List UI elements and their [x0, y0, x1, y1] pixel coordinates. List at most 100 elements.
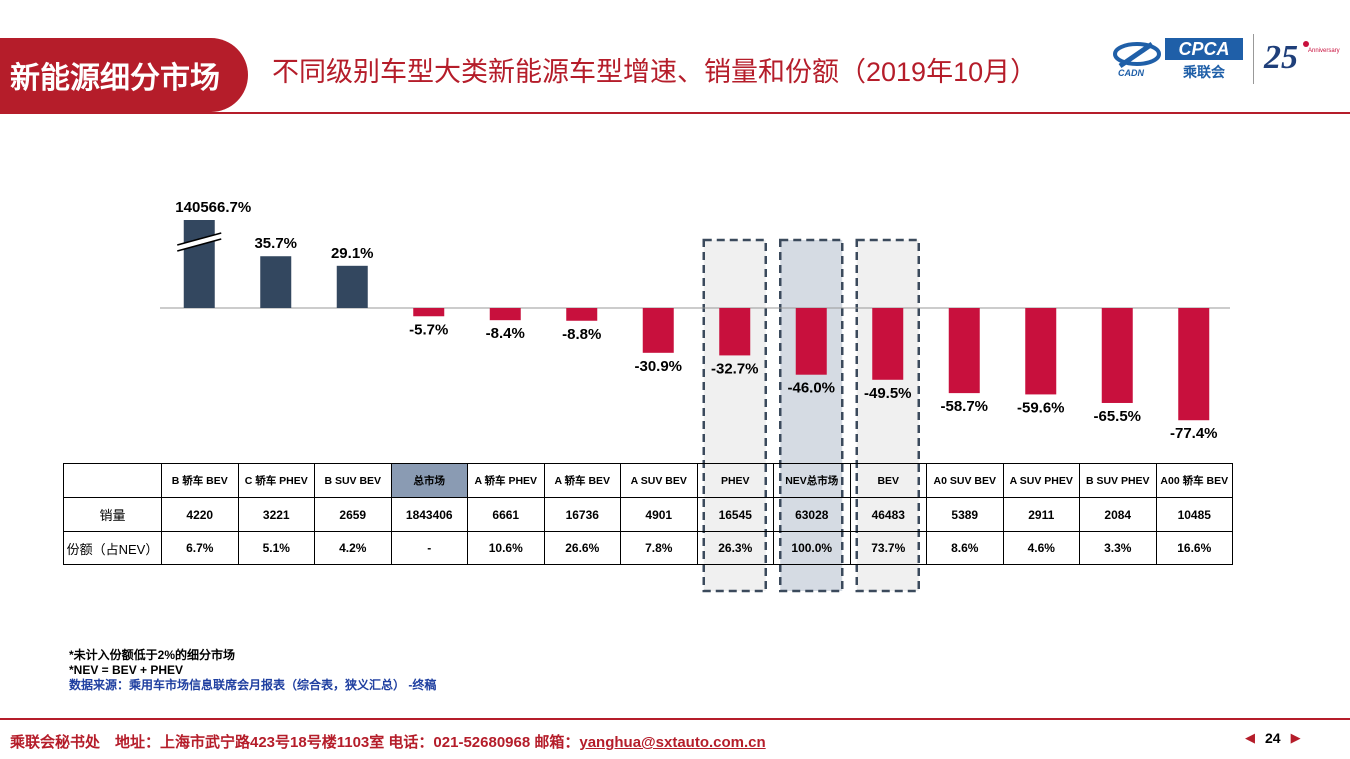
logo-divider: [1253, 34, 1254, 84]
value-label-0: 140566.7%: [175, 199, 251, 216]
next-page-icon[interactable]: ▶: [1290, 730, 1301, 745]
value-label-4: -8.4%: [486, 325, 525, 342]
sales-cell: 2911: [1002, 497, 1080, 532]
bar-8: [795, 308, 827, 375]
cpca-logo-text: CPCA: [1165, 38, 1243, 60]
footnote-nev: *NEV = BEV + PHEV: [69, 663, 184, 677]
svg-text:25: 25: [1263, 39, 1298, 76]
column-header: PHEV: [696, 463, 774, 498]
share-cell: 73.7%: [849, 531, 927, 565]
share-cell: 26.6%: [543, 531, 621, 565]
footnote-share: *未计入份额低于2%的细分市场: [69, 648, 236, 662]
share-cell: 16.6%: [1155, 531, 1233, 565]
share-cell: 8.6%: [926, 531, 1004, 565]
bar-2: [336, 265, 368, 308]
bar-1: [260, 256, 292, 308]
column-header: B SUV PHEV: [1079, 463, 1157, 498]
bar-0: [183, 220, 215, 308]
value-label-13: -77.4%: [1170, 425, 1218, 442]
cpca-logo-sub: 乘联会: [1183, 64, 1225, 80]
sales-cell: 1843406: [390, 497, 468, 532]
footer-email-link[interactable]: yanghua@sxtauto.com.cn: [579, 734, 766, 751]
value-label-10: -58.7%: [940, 398, 988, 415]
share-cell: 6.7%: [161, 531, 239, 565]
page-title: 不同级别车型大类新能源车型增速、销量和份额（2019年10月）: [272, 57, 1038, 87]
footer-address: 乘联会秘书处 地址：上海市武宁路423号18号楼1103室 电话：021-526…: [10, 734, 580, 751]
table-row-share: 份额（占NEV） 6.7% 5.1% 4.2% -10.6% 26.6% 7.8% 26.3%…: [63, 531, 1233, 565]
pager: ◀ 24 ▶: [1245, 730, 1301, 746]
column-header: 总市场: [390, 463, 468, 498]
share-cell: 4.2%: [314, 531, 392, 565]
bar-9: [872, 308, 904, 380]
value-label-1: 35.7%: [254, 235, 297, 252]
value-label-6: -30.9%: [634, 358, 682, 375]
value-label-8: -46.0%: [787, 380, 835, 397]
data-table: B 轿车 BEV C 轿车 PHEV B SUV BEV 总市场 A 轿车 PHEV A …: [63, 463, 1233, 565]
cpca-logo: CPCA 乘联会: [1165, 38, 1243, 82]
sales-cell: 4901: [620, 497, 698, 532]
column-header: B SUV BEV: [314, 463, 392, 498]
anniversary-25-logo: 25 Anniversary: [1263, 39, 1340, 76]
sales-cell: 6661: [467, 497, 545, 532]
column-header: A 轿车 PHEV: [467, 463, 545, 498]
share-cell: 3.3%: [1079, 531, 1157, 565]
bar-13: [1178, 308, 1210, 421]
table-corner-cell: [63, 463, 162, 498]
sales-cell: 10485: [1155, 497, 1233, 532]
column-header: NEV总市场: [773, 463, 851, 498]
header-divider: [0, 112, 1350, 114]
sales-cell: 4220: [161, 497, 239, 532]
column-header: BEV: [849, 463, 927, 498]
value-label-3: -5.7%: [409, 321, 448, 338]
share-cell: -: [390, 531, 468, 565]
bar-7: [719, 308, 751, 356]
bar-6: [642, 308, 674, 353]
data-source: 数据来源：乘用车市场信息联席会月报表（综合表，狭义汇总） -终稿: [69, 678, 437, 692]
value-label-12: -65.5%: [1093, 408, 1141, 425]
bar-11: [1025, 308, 1057, 395]
value-label-2: 29.1%: [331, 245, 374, 262]
table-row-sales: 销量 4220 3221 2659 1843406 6661 16736 4901 16545 6…: [63, 497, 1233, 532]
sales-cell: 3221: [237, 497, 315, 532]
column-header: C 轿车 PHEV: [237, 463, 315, 498]
bar-10: [948, 308, 980, 394]
sales-cell: 2659: [314, 497, 392, 532]
column-header: A 轿车 BEV: [543, 463, 621, 498]
value-label-5: -8.8%: [562, 326, 601, 343]
footnotes: *未计入份额低于2%的细分市场 *NEV = BEV + PHEV 数据来源：乘…: [69, 648, 436, 693]
prev-page-icon[interactable]: ◀: [1245, 730, 1255, 745]
share-cell: 10.6%: [467, 531, 545, 565]
section-badge: 新能源细分市场: [0, 38, 248, 112]
bar-3: [413, 308, 445, 317]
axis-break-mark: [177, 232, 222, 252]
page-number: 24: [1265, 730, 1281, 746]
sales-cell: 2084: [1079, 497, 1157, 532]
column-header: A0 SUV BEV: [926, 463, 1004, 498]
share-cell: 4.6%: [1002, 531, 1080, 565]
bar-5: [566, 308, 598, 321]
share-cell: 26.3%: [696, 531, 774, 565]
row-label-share: 份额（占NEV）: [63, 531, 162, 565]
share-cell: 7.8%: [620, 531, 698, 565]
bar-4: [489, 308, 521, 321]
bar-12: [1101, 308, 1133, 403]
value-label-11: -59.6%: [1017, 399, 1065, 416]
footer-divider: [0, 718, 1350, 720]
sales-cell: 5389: [926, 497, 1004, 532]
table-header-row: B 轿车 BEV C 轿车 PHEV B SUV BEV 总市场 A 轿车 PHEV A …: [63, 463, 1233, 498]
svg-text:CADN: CADN: [1118, 68, 1144, 78]
svg-text:Anniversary: Anniversary: [1308, 48, 1340, 54]
column-header: A SUV PHEV: [1002, 463, 1080, 498]
value-label-9: -49.5%: [864, 385, 912, 402]
sales-cell: 16545: [696, 497, 774, 532]
sales-cell: 16736: [543, 497, 621, 532]
row-label-sales: 销量: [63, 497, 162, 532]
column-header: A00 轿车 BEV: [1155, 463, 1233, 498]
column-header: A SUV BEV: [620, 463, 698, 498]
sales-cell: 46483: [849, 497, 927, 532]
footer-contact: 乘联会秘书处 地址：上海市武宁路423号18号楼1103室 电话：021-526…: [10, 731, 766, 752]
share-cell: 5.1%: [237, 531, 315, 565]
cadn-logo: CADN: [1113, 41, 1161, 78]
share-cell: 100.0%: [773, 531, 851, 565]
value-label-7: -32.7%: [711, 360, 759, 377]
